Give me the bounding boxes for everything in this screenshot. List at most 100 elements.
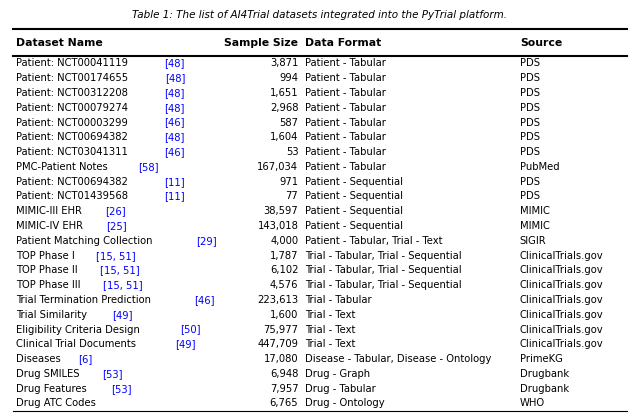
Text: 77: 77 <box>285 191 298 201</box>
Text: 2,968: 2,968 <box>270 103 298 113</box>
Text: Disease - Tabular, Disease - Ontology: Disease - Tabular, Disease - Ontology <box>305 354 491 364</box>
Text: Patient: NCT00694382: Patient: NCT00694382 <box>16 132 131 142</box>
Text: [6]: [6] <box>78 354 92 364</box>
Text: [15, 51]: [15, 51] <box>103 280 143 290</box>
Text: ClinicalTrials.gov: ClinicalTrials.gov <box>520 280 604 290</box>
Text: MIMIC-IV EHR: MIMIC-IV EHR <box>16 221 86 231</box>
Text: Trial Similarity: Trial Similarity <box>16 310 90 320</box>
Text: [53]: [53] <box>102 369 122 379</box>
Text: [46]: [46] <box>164 147 185 157</box>
Text: TOP Phase III: TOP Phase III <box>16 280 84 290</box>
Text: Trial - Tabular, Trial - Sequential: Trial - Tabular, Trial - Sequential <box>305 266 461 276</box>
Text: [46]: [46] <box>194 295 215 305</box>
Text: Table 1: The list of AI4Trial datasets integrated into the PyTrial platform.: Table 1: The list of AI4Trial datasets i… <box>132 10 508 20</box>
Text: Patient - Tabular: Patient - Tabular <box>305 147 386 157</box>
Text: [48]: [48] <box>164 73 185 83</box>
Text: Trial - Tabular, Trial - Sequential: Trial - Tabular, Trial - Sequential <box>305 280 461 290</box>
Text: PDS: PDS <box>520 73 540 83</box>
Text: PMC-Patient Notes: PMC-Patient Notes <box>16 162 111 172</box>
Text: PDS: PDS <box>520 132 540 142</box>
Text: [48]: [48] <box>164 59 185 68</box>
Text: Patient - Tabular: Patient - Tabular <box>305 117 386 127</box>
Text: Drug ATC Codes: Drug ATC Codes <box>16 398 96 408</box>
Text: Trial - Text: Trial - Text <box>305 325 355 334</box>
Text: ClinicalTrials.gov: ClinicalTrials.gov <box>520 310 604 320</box>
Text: 4,000: 4,000 <box>270 236 298 246</box>
Text: 38,597: 38,597 <box>264 206 298 216</box>
Text: Patient: NCT00079274: Patient: NCT00079274 <box>16 103 131 113</box>
Text: Patient Matching Collection: Patient Matching Collection <box>16 236 156 246</box>
Text: Trial Termination Prediction: Trial Termination Prediction <box>16 295 154 305</box>
Text: Drug - Graph: Drug - Graph <box>305 369 370 379</box>
Text: PrimeKG: PrimeKG <box>520 354 563 364</box>
Text: Drugbank: Drugbank <box>520 369 569 379</box>
Text: Patient: NCT03041311: Patient: NCT03041311 <box>16 147 131 157</box>
Text: 447,709: 447,709 <box>257 339 298 349</box>
Text: Source: Source <box>520 37 562 48</box>
Text: Patient: NCT00174655: Patient: NCT00174655 <box>16 73 131 83</box>
Text: 4,576: 4,576 <box>270 280 298 290</box>
Text: Trial - Tabular: Trial - Tabular <box>305 295 371 305</box>
Text: Sample Size: Sample Size <box>225 37 298 48</box>
Text: Patient - Tabular, Trial - Text: Patient - Tabular, Trial - Text <box>305 236 442 246</box>
Text: [48]: [48] <box>164 88 185 98</box>
Text: Patient: NCT00003299: Patient: NCT00003299 <box>16 117 131 127</box>
Text: PDS: PDS <box>520 191 540 201</box>
Text: 994: 994 <box>280 73 298 83</box>
Text: [29]: [29] <box>196 236 217 246</box>
Text: Diseases: Diseases <box>16 354 64 364</box>
Text: Patient - Tabular: Patient - Tabular <box>305 162 386 172</box>
Text: [15, 51]: [15, 51] <box>96 251 136 261</box>
Text: Patient - Tabular: Patient - Tabular <box>305 132 386 142</box>
Text: 6,765: 6,765 <box>269 398 298 408</box>
Text: Eligibility Criteria Design: Eligibility Criteria Design <box>16 325 143 334</box>
Text: Patient - Sequential: Patient - Sequential <box>305 191 403 201</box>
Text: Drugbank: Drugbank <box>520 384 569 394</box>
Text: Patient: NCT00694382: Patient: NCT00694382 <box>16 177 131 187</box>
Text: Drug - Ontology: Drug - Ontology <box>305 398 385 408</box>
Text: 223,613: 223,613 <box>257 295 298 305</box>
Text: [26]: [26] <box>105 206 125 216</box>
Text: ClinicalTrials.gov: ClinicalTrials.gov <box>520 266 604 276</box>
Text: 143,018: 143,018 <box>257 221 298 231</box>
Text: Trial - Tabular, Trial - Sequential: Trial - Tabular, Trial - Sequential <box>305 251 461 261</box>
Text: Patient - Tabular: Patient - Tabular <box>305 103 386 113</box>
Text: 6,102: 6,102 <box>270 266 298 276</box>
Text: PDS: PDS <box>520 177 540 187</box>
Text: 587: 587 <box>280 117 298 127</box>
Text: PDS: PDS <box>520 59 540 68</box>
Text: 3,871: 3,871 <box>270 59 298 68</box>
Text: [11]: [11] <box>164 177 185 187</box>
Text: 75,977: 75,977 <box>264 325 298 334</box>
Text: Clinical Trial Documents: Clinical Trial Documents <box>16 339 139 349</box>
Text: PDS: PDS <box>520 147 540 157</box>
Text: 1,600: 1,600 <box>270 310 298 320</box>
Text: 17,080: 17,080 <box>264 354 298 364</box>
Text: 971: 971 <box>279 177 298 187</box>
Text: [48]: [48] <box>164 103 185 113</box>
Text: 1,604: 1,604 <box>270 132 298 142</box>
Text: Data Format: Data Format <box>305 37 381 48</box>
Text: ClinicalTrials.gov: ClinicalTrials.gov <box>520 339 604 349</box>
Text: Drug Features: Drug Features <box>16 384 90 394</box>
Text: Patient: NCT00041119: Patient: NCT00041119 <box>16 59 131 68</box>
Text: TOP Phase II: TOP Phase II <box>16 266 81 276</box>
Text: PDS: PDS <box>520 103 540 113</box>
Text: ClinicalTrials.gov: ClinicalTrials.gov <box>520 251 604 261</box>
Text: [48]: [48] <box>164 132 185 142</box>
Text: PubMed: PubMed <box>520 162 559 172</box>
Text: Patient - Tabular: Patient - Tabular <box>305 88 386 98</box>
Text: Patient: NCT00312208: Patient: NCT00312208 <box>16 88 131 98</box>
Text: Dataset Name: Dataset Name <box>16 37 103 48</box>
Text: Drug SMILES: Drug SMILES <box>16 369 83 379</box>
Text: MIMIC-III EHR: MIMIC-III EHR <box>16 206 85 216</box>
Text: [15, 51]: [15, 51] <box>100 266 139 276</box>
Text: Patient - Sequential: Patient - Sequential <box>305 206 403 216</box>
Text: Patient - Tabular: Patient - Tabular <box>305 73 386 83</box>
Text: 53: 53 <box>285 147 298 157</box>
Text: [50]: [50] <box>180 325 200 334</box>
Text: SIGIR: SIGIR <box>520 236 547 246</box>
Text: Patient - Sequential: Patient - Sequential <box>305 177 403 187</box>
Text: Trial - Text: Trial - Text <box>305 310 355 320</box>
Text: TOP Phase I: TOP Phase I <box>16 251 78 261</box>
